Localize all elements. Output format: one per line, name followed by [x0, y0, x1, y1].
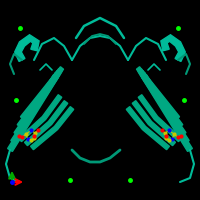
Polygon shape	[140, 73, 189, 143]
Polygon shape	[20, 67, 64, 119]
Polygon shape	[14, 71, 61, 135]
Polygon shape	[17, 69, 62, 127]
Polygon shape	[11, 73, 60, 143]
Polygon shape	[126, 107, 169, 150]
Polygon shape	[139, 71, 186, 135]
Polygon shape	[31, 107, 74, 150]
Polygon shape	[142, 75, 192, 151]
Polygon shape	[161, 35, 185, 61]
Polygon shape	[138, 95, 181, 142]
Polygon shape	[8, 75, 58, 151]
Polygon shape	[19, 95, 62, 142]
Polygon shape	[25, 101, 68, 146]
Polygon shape	[136, 67, 180, 119]
Polygon shape	[15, 35, 39, 61]
Polygon shape	[132, 101, 175, 146]
Polygon shape	[138, 69, 183, 127]
